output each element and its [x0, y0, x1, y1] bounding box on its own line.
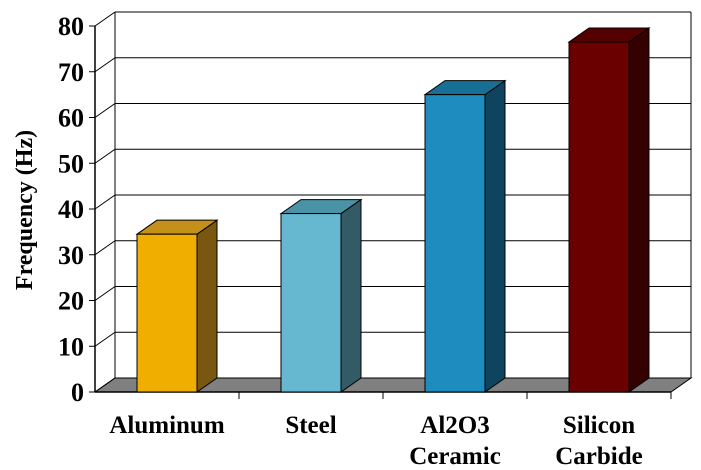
bar-side: [196, 219, 218, 393]
y-axis-title: Frequency (Hz): [12, 130, 38, 290]
gridline-side: [94, 11, 116, 27]
y-tick-label: 40: [58, 195, 84, 224]
y-tick-label: 60: [58, 104, 84, 133]
y-tick-label: 20: [58, 287, 84, 316]
y-tick-label: 30: [58, 241, 84, 270]
gridline-side: [94, 57, 116, 73]
bar-front: [568, 41, 630, 393]
gridline-side: [94, 148, 116, 164]
bar-side: [628, 27, 650, 393]
bar-front: [424, 94, 486, 393]
bar-side: [340, 198, 362, 393]
bar: [423, 79, 507, 393]
gridline-side: [94, 331, 116, 347]
gridline-side: [94, 240, 116, 256]
y-tick-label: 50: [58, 149, 84, 178]
x-tick-label: Al2O3 Ceramic: [409, 412, 501, 470]
y-tick-label: 0: [71, 378, 84, 407]
bar: [279, 198, 363, 393]
bar: [567, 27, 651, 393]
gridline-side: [94, 194, 116, 210]
bar-side: [484, 79, 506, 393]
y-tick-label: 80: [58, 12, 84, 41]
x-tick-label: Steel: [285, 412, 336, 439]
bar-front: [280, 213, 342, 393]
gridline-side: [94, 103, 116, 118]
gridline-side: [94, 377, 116, 393]
y-tick-label: 10: [58, 332, 84, 361]
bar: [135, 219, 219, 393]
y-tick-label: 70: [58, 58, 84, 87]
x-tick-label: Aluminum: [109, 412, 224, 439]
gridline-side: [94, 286, 116, 301]
bar-front: [136, 233, 198, 393]
x-tick-label: Silicon Carbide: [555, 412, 643, 470]
